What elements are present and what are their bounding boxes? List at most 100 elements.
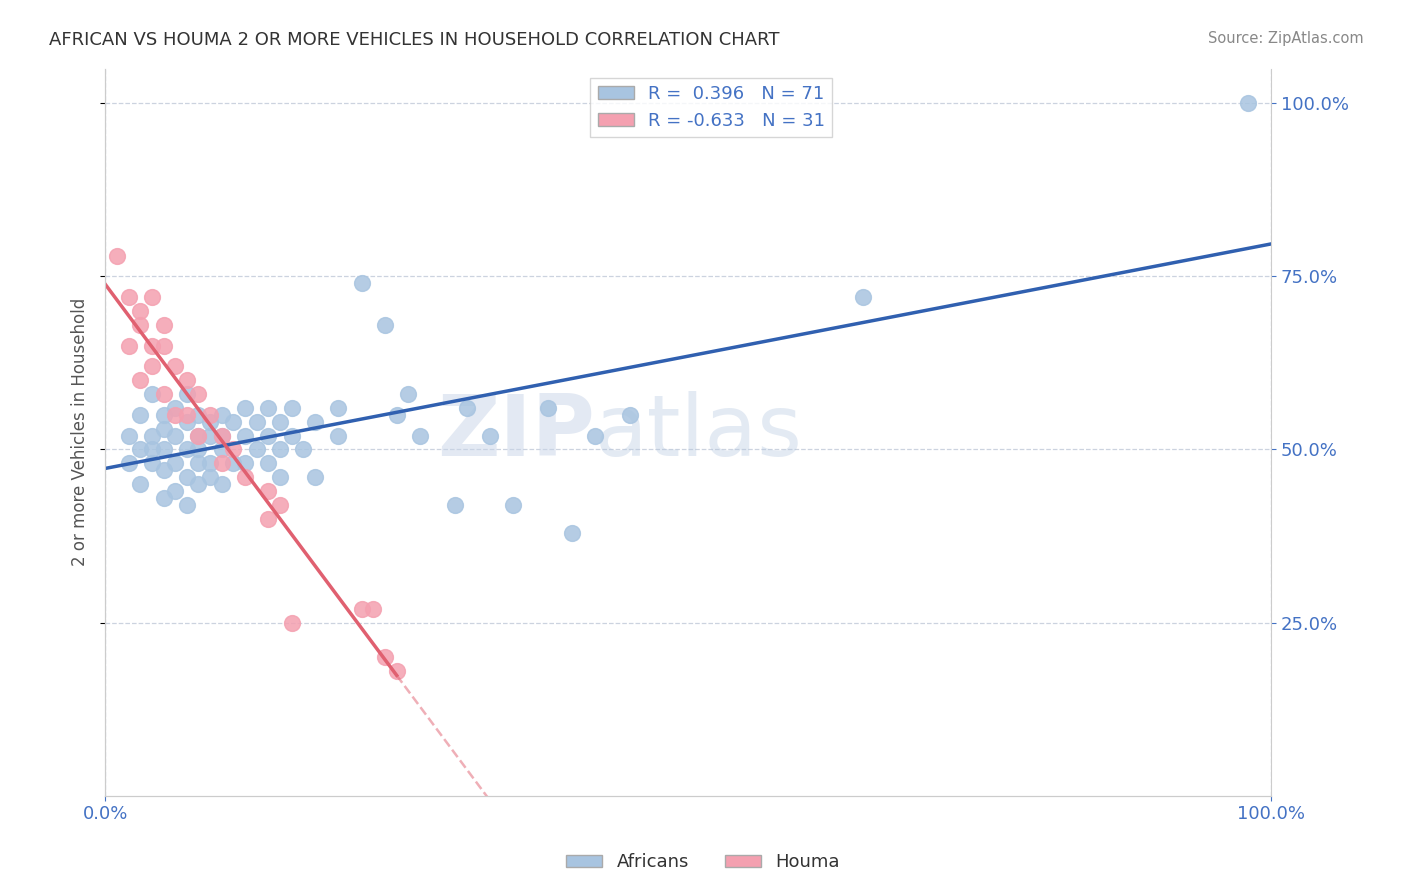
Point bbox=[222, 415, 245, 429]
Point bbox=[257, 401, 280, 415]
Point bbox=[129, 442, 152, 457]
Point bbox=[152, 387, 174, 401]
Point bbox=[281, 428, 304, 442]
Point bbox=[187, 408, 209, 422]
Point bbox=[257, 483, 280, 498]
Point bbox=[269, 498, 291, 512]
Point bbox=[257, 456, 280, 470]
Point bbox=[198, 428, 221, 442]
Legend: R =  0.396   N = 71, R = -0.633   N = 31: R = 0.396 N = 71, R = -0.633 N = 31 bbox=[591, 78, 832, 137]
Point bbox=[211, 477, 233, 491]
Point bbox=[363, 601, 385, 615]
Text: ZIP: ZIP bbox=[437, 391, 595, 474]
Point bbox=[328, 401, 350, 415]
Legend: Africans, Houma: Africans, Houma bbox=[558, 847, 848, 879]
Point bbox=[117, 428, 139, 442]
Y-axis label: 2 or more Vehicles in Household: 2 or more Vehicles in Household bbox=[72, 298, 89, 566]
Point bbox=[129, 477, 152, 491]
Point bbox=[176, 415, 198, 429]
Point bbox=[165, 428, 187, 442]
Point bbox=[328, 428, 350, 442]
Point bbox=[176, 442, 198, 457]
Point bbox=[233, 456, 256, 470]
Point bbox=[187, 477, 209, 491]
Point bbox=[304, 415, 326, 429]
Point bbox=[233, 401, 256, 415]
Point bbox=[152, 422, 174, 436]
Point bbox=[211, 428, 233, 442]
Point bbox=[198, 470, 221, 484]
Point bbox=[233, 428, 256, 442]
Point bbox=[211, 456, 233, 470]
Point bbox=[444, 498, 467, 512]
Point bbox=[304, 470, 326, 484]
Point bbox=[350, 277, 373, 291]
Point bbox=[537, 401, 560, 415]
Point bbox=[502, 498, 524, 512]
Point bbox=[561, 525, 583, 540]
Point bbox=[233, 470, 256, 484]
Point bbox=[292, 442, 315, 457]
Point bbox=[141, 456, 163, 470]
Point bbox=[456, 401, 478, 415]
Point bbox=[187, 456, 209, 470]
Point bbox=[198, 456, 221, 470]
Point bbox=[152, 318, 174, 332]
Point bbox=[385, 664, 408, 678]
Point bbox=[152, 463, 174, 477]
Text: atlas: atlas bbox=[595, 391, 803, 474]
Point bbox=[211, 408, 233, 422]
Point bbox=[165, 483, 187, 498]
Point bbox=[141, 428, 163, 442]
Point bbox=[281, 401, 304, 415]
Point bbox=[198, 408, 221, 422]
Point bbox=[583, 428, 606, 442]
Point bbox=[211, 442, 233, 457]
Point bbox=[176, 470, 198, 484]
Point bbox=[269, 442, 291, 457]
Point bbox=[176, 498, 198, 512]
Point bbox=[374, 650, 396, 665]
Point bbox=[165, 408, 187, 422]
Point bbox=[198, 415, 221, 429]
Point bbox=[165, 359, 187, 374]
Point bbox=[385, 408, 408, 422]
Point bbox=[246, 442, 269, 457]
Point bbox=[105, 248, 128, 262]
Point bbox=[187, 428, 209, 442]
Point bbox=[187, 387, 209, 401]
Point bbox=[1236, 96, 1258, 111]
Point bbox=[281, 615, 304, 630]
Point bbox=[176, 387, 198, 401]
Point bbox=[269, 470, 291, 484]
Point bbox=[141, 290, 163, 304]
Point bbox=[129, 408, 152, 422]
Point bbox=[269, 415, 291, 429]
Point bbox=[117, 338, 139, 352]
Point bbox=[374, 318, 396, 332]
Point bbox=[152, 408, 174, 422]
Point bbox=[141, 338, 163, 352]
Point bbox=[478, 428, 501, 442]
Point bbox=[152, 442, 174, 457]
Point bbox=[187, 428, 209, 442]
Point bbox=[257, 428, 280, 442]
Point bbox=[257, 512, 280, 526]
Point bbox=[222, 442, 245, 457]
Point bbox=[129, 318, 152, 332]
Point bbox=[141, 387, 163, 401]
Point bbox=[211, 428, 233, 442]
Point bbox=[246, 415, 269, 429]
Point bbox=[152, 491, 174, 505]
Text: Source: ZipAtlas.com: Source: ZipAtlas.com bbox=[1208, 31, 1364, 46]
Point bbox=[129, 304, 152, 318]
Text: AFRICAN VS HOUMA 2 OR MORE VEHICLES IN HOUSEHOLD CORRELATION CHART: AFRICAN VS HOUMA 2 OR MORE VEHICLES IN H… bbox=[49, 31, 780, 49]
Point bbox=[222, 456, 245, 470]
Point bbox=[350, 601, 373, 615]
Point bbox=[129, 373, 152, 387]
Point bbox=[152, 338, 174, 352]
Point bbox=[187, 442, 209, 457]
Point bbox=[852, 290, 875, 304]
Point bbox=[176, 408, 198, 422]
Point bbox=[141, 442, 163, 457]
